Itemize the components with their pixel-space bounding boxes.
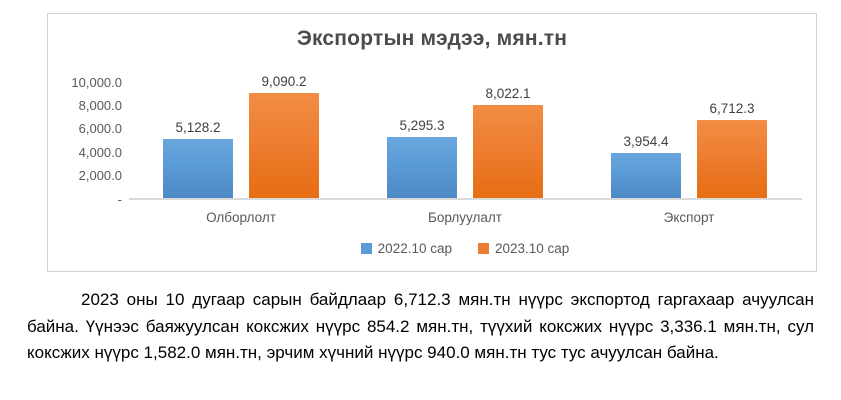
- chart-title: Экспортын мэдээ, мян.тн: [296, 27, 568, 50]
- y-axis-tick: 6,000.0: [78, 121, 122, 137]
- bar-value-label: 9,090.2: [261, 73, 307, 89]
- bar-value-label: 5,128.2: [175, 120, 221, 136]
- legend-label: 2023.10 сар: [495, 241, 570, 256]
- bar-series-1-cat-1: [163, 139, 233, 199]
- bar-wrap-series-1-cat-2: 5,295.3: [387, 118, 457, 199]
- bar-group-2: 5,295.3 8,022.1: [353, 82, 577, 199]
- y-axis-tick: -: [117, 191, 122, 207]
- bar-value-label: 5,295.3: [399, 118, 445, 134]
- category-label: Экспорт: [663, 210, 715, 225]
- summary-paragraph: 2023 оны 10 дугаар сарын байдлаар 6,712.…: [27, 290, 814, 362]
- legend-swatch-icon: [478, 243, 489, 254]
- bar-value-label: 8,022.1: [485, 86, 531, 102]
- y-axis: 10,000.0 8,000.0 6,000.0 4,000.0 2,000.0 -: [48, 75, 122, 207]
- y-axis-tick: 2,000.0: [78, 168, 122, 184]
- bar-series-2-cat-1: [249, 92, 319, 199]
- bar-groups: 5,128.2 9,090.2 5,295.3 8,022.1 3,954.4 6,712…: [129, 74, 801, 199]
- category-label: Борлуулалт: [428, 210, 502, 225]
- bar-wrap-series-1-cat-3: 3,954.4: [611, 134, 681, 199]
- legend-swatch-icon: [360, 243, 372, 254]
- bar-wrap-series-1-cat-1: 5,128.2: [163, 120, 233, 199]
- legend: 2022.10 сар 2023.10 сар: [129, 241, 801, 256]
- bar-series-1-cat-3: [611, 152, 681, 199]
- bar-series-2-cat-2: [473, 105, 543, 199]
- bar-series-1-cat-2: [387, 137, 457, 199]
- bar-group-1: 5,128.2 9,090.2: [129, 74, 353, 199]
- legend-item-series-2: 2023.10 сар: [478, 241, 569, 256]
- y-axis-tick: 10,000.0: [71, 74, 122, 90]
- legend-label: 2022.10 сар: [377, 241, 452, 256]
- bar-group-3: 3,954.4 6,712.3: [577, 82, 801, 199]
- bar-value-label: 3,954.4: [623, 133, 669, 149]
- bar-wrap-series-2-cat-3: 6,712.3: [697, 101, 767, 199]
- export-bar-chart: Экспортын мэдээ, мян.тн 10,000.0 8,000.0 6…: [47, 13, 817, 272]
- x-axis-line: [129, 198, 802, 200]
- category-axis: Олборлолт Борлуулалт Экспорт: [129, 210, 801, 225]
- bar-value-label: 6,712.3: [709, 101, 755, 117]
- y-axis-tick: 8,000.0: [78, 97, 122, 113]
- bar-wrap-series-2-cat-1: 9,090.2: [249, 74, 319, 199]
- legend-item-series-1: 2022.10 сар: [360, 241, 452, 256]
- category-label: Олборлолт: [206, 210, 276, 225]
- bar-series-2-cat-3: [697, 120, 767, 199]
- bar-wrap-series-2-cat-2: 8,022.1: [473, 86, 543, 199]
- y-axis-tick: 4,000.0: [78, 144, 122, 160]
- plot-area: 5,128.2 9,090.2 5,295.3 8,022.1 3,954.4 6,712…: [129, 74, 801, 199]
